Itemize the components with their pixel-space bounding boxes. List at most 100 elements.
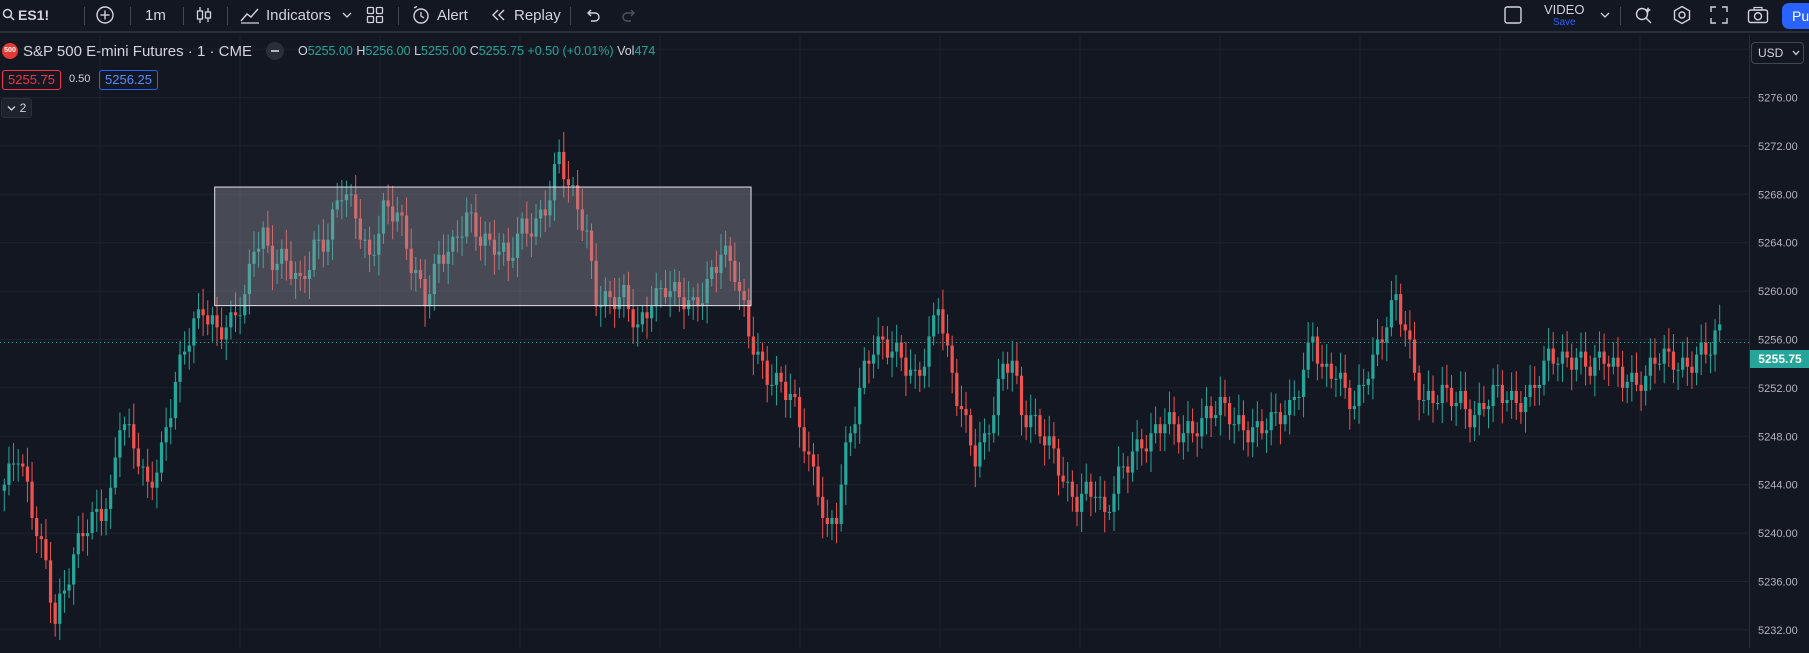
candle-body [1694, 354, 1699, 373]
price-tick-label: 5268.00 [1758, 189, 1798, 201]
separator [398, 7, 399, 25]
candle-body [206, 315, 210, 325]
redo-button[interactable] [620, 0, 638, 30]
fullscreen-toggle[interactable] [1503, 0, 1523, 30]
candle-body [307, 269, 312, 279]
candle-body [340, 200, 344, 202]
candle-body [737, 282, 742, 292]
candle-body [1283, 415, 1287, 425]
candle-body [1602, 351, 1606, 364]
candle-body [543, 209, 547, 216]
candle-body [1704, 342, 1708, 355]
candle-body [1315, 336, 1320, 364]
candle-body [72, 554, 76, 585]
grid-icon [366, 6, 384, 24]
candle-body [751, 336, 755, 355]
layouts-button[interactable] [366, 0, 384, 30]
candle-body [1348, 387, 1352, 410]
candle-body [1389, 300, 1394, 328]
symbol-search-button[interactable]: ES1! [2, 0, 49, 30]
candlestick-chart[interactable] [0, 35, 1749, 648]
compare-button[interactable] [95, 0, 115, 30]
current-price-label: 5255.75 [1750, 350, 1809, 368]
candle-body [321, 239, 325, 252]
candle-body [1089, 481, 1093, 497]
buy-price-button[interactable]: 5256.25 [99, 70, 158, 90]
candles-icon [196, 7, 212, 23]
candle-body [1278, 412, 1283, 425]
price-axis[interactable]: 5280.005276.005272.005268.005264.005260.… [1749, 35, 1809, 648]
currency-button[interactable]: USD [1751, 42, 1804, 64]
drawn-rectangle [214, 186, 752, 307]
sell-price-button[interactable]: 5255.75 [2, 70, 61, 90]
chevron-down-icon [1600, 12, 1610, 18]
candle-body [113, 457, 117, 488]
indicators-dropdown[interactable] [342, 0, 352, 30]
candle-body [927, 336, 931, 367]
candle-body [1505, 400, 1509, 404]
alert-button[interactable]: Alert [411, 0, 468, 30]
alert-label: Alert [437, 6, 468, 24]
candle-body [1301, 369, 1306, 397]
candle-body [589, 230, 594, 261]
candle-body [298, 272, 302, 276]
chart-type-button[interactable] [195, 0, 213, 30]
candle-body [617, 297, 621, 310]
candle-body [691, 297, 695, 301]
candle-body [871, 354, 876, 364]
replay-button[interactable]: Replay [490, 0, 561, 30]
snapshot-button[interactable] [1747, 0, 1769, 30]
candle-body [1232, 424, 1236, 426]
undo-icon [587, 9, 600, 22]
candle-body [122, 424, 127, 431]
candle-body [1607, 363, 1611, 367]
candle-body [599, 306, 603, 308]
candle-body [159, 442, 164, 473]
candle-body [48, 560, 53, 603]
candle-body [747, 300, 751, 337]
symbol-title[interactable]: S&P 500 E-mini Futures · 1 · CME [23, 42, 252, 60]
undo-button[interactable] [584, 0, 602, 30]
candle-body [1306, 342, 1310, 370]
candle-body [455, 236, 460, 238]
candle-body [830, 517, 834, 525]
camera-icon [1747, 6, 1769, 24]
interval-button[interactable]: 1m [145, 0, 166, 30]
candle-body [1093, 496, 1098, 498]
candle-body [631, 309, 635, 328]
candle-body [571, 185, 575, 187]
candle-body [1274, 412, 1278, 414]
volume-label: Vol [617, 44, 635, 58]
maximize-button[interactable] [1710, 0, 1728, 30]
candle-body [1043, 436, 1047, 446]
indicators-button[interactable]: Indicators [239, 0, 331, 30]
video-dropdown[interactable] [1600, 0, 1610, 30]
candle-body [469, 212, 473, 214]
candle-body [816, 466, 820, 497]
candle-body [81, 533, 85, 537]
candle-body [673, 282, 677, 292]
candle-body [723, 245, 728, 255]
hide-legend-button[interactable] [265, 42, 284, 60]
settings-button[interactable] [1672, 0, 1692, 30]
chart-pane[interactable] [0, 35, 1749, 648]
candle-body [1422, 400, 1426, 401]
candle-body [2, 484, 6, 491]
candle-body [1172, 412, 1176, 425]
price-tick-label: 5272.00 [1758, 141, 1798, 153]
alarm-clock-icon [413, 5, 429, 24]
indicators-collapse-button[interactable]: 2 [1, 98, 32, 118]
candle-body [779, 372, 783, 382]
candle-body [377, 233, 381, 255]
quick-search-button[interactable] [1634, 0, 1654, 30]
candle-body [1260, 421, 1264, 434]
candle-body [1006, 363, 1010, 373]
candle-body [1657, 363, 1662, 365]
candle-body [839, 484, 843, 525]
candle-body [1075, 496, 1079, 512]
publish-button[interactable]: Pu [1782, 3, 1809, 29]
candle-body [1570, 357, 1574, 370]
video-button[interactable]: VIDEO Save [1544, 0, 1584, 30]
price-tick-label: 5276.00 [1758, 93, 1798, 105]
candle-body [349, 194, 353, 196]
